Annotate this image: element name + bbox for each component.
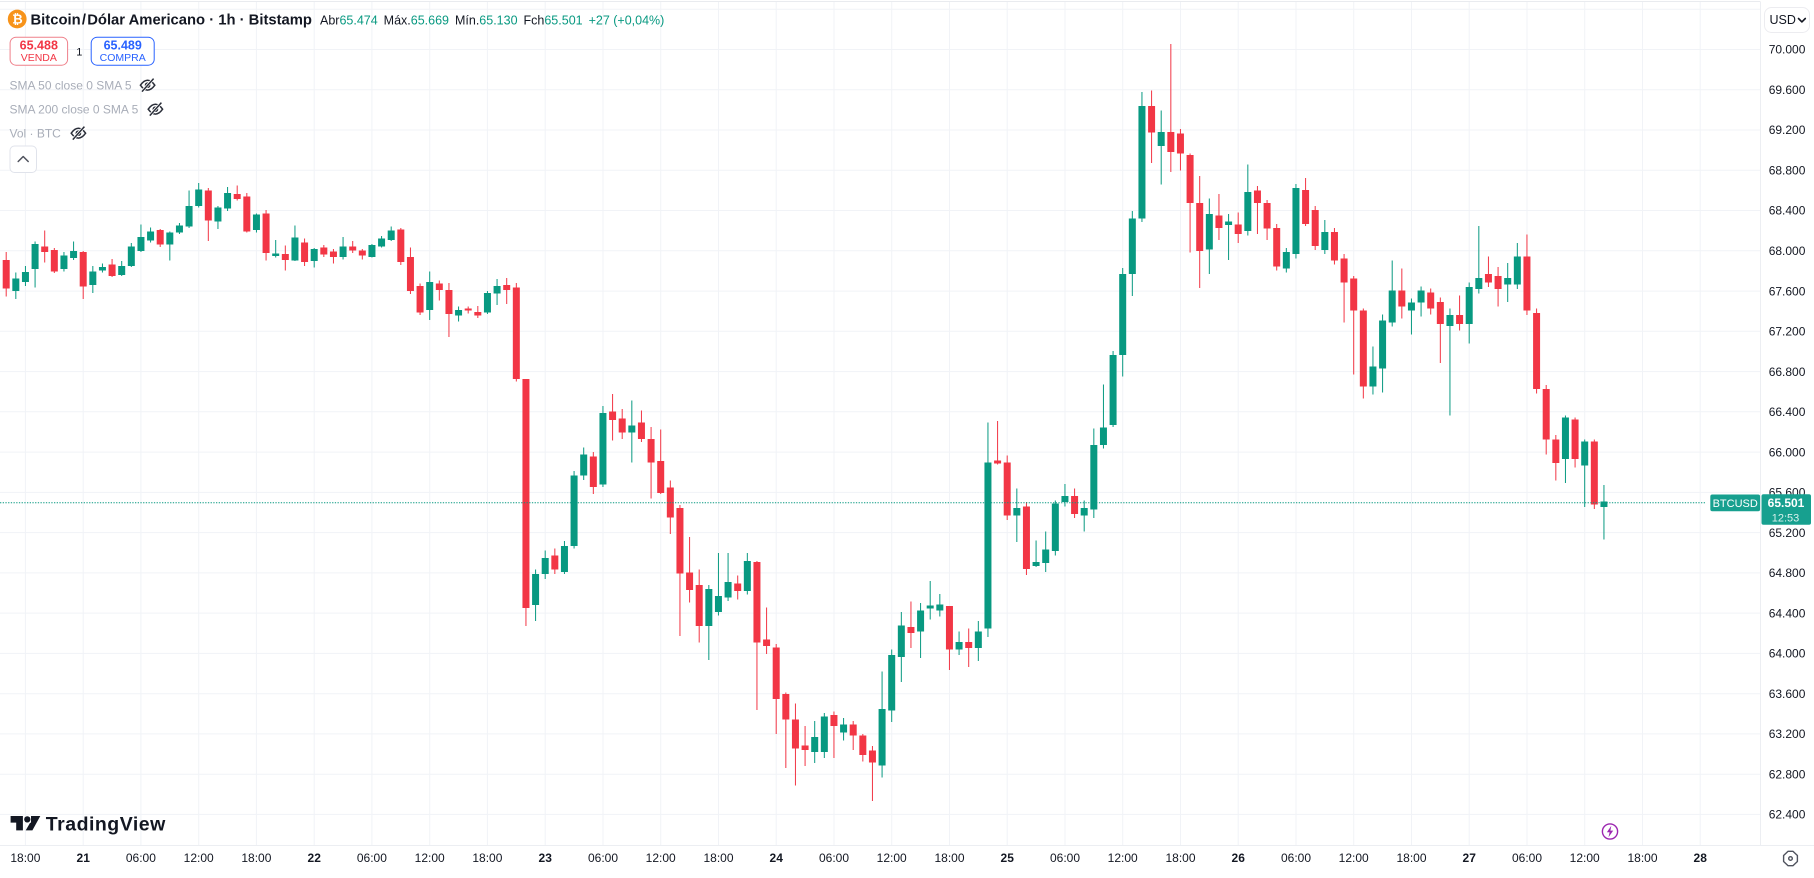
svg-text:18:00: 18:00 [1627,851,1657,865]
svg-text:65.501: 65.501 [1768,496,1805,510]
svg-text:1: 1 [76,47,82,59]
svg-text:64.000: 64.000 [1769,647,1806,661]
svg-text:TradingView: TradingView [46,813,166,835]
svg-text:18:00: 18:00 [241,851,271,865]
svg-text:12:53: 12:53 [1772,512,1800,524]
svg-text:68.800: 68.800 [1769,164,1806,178]
svg-text:12:00: 12:00 [1570,851,1600,865]
svg-text:BTCUSD: BTCUSD [1713,498,1758,510]
svg-text:VENDA: VENDA [21,52,57,64]
svg-text:18:00: 18:00 [1165,851,1195,865]
svg-text:12:00: 12:00 [415,851,445,865]
svg-text:12:00: 12:00 [184,851,214,865]
svg-text:COMPRA: COMPRA [100,52,146,64]
svg-text:06:00: 06:00 [1050,851,1080,865]
svg-text:67.600: 67.600 [1769,284,1806,298]
svg-text:69.200: 69.200 [1769,123,1806,137]
svg-text:22: 22 [308,851,322,865]
svg-text:68.400: 68.400 [1769,204,1806,218]
svg-text:12:00: 12:00 [1108,851,1138,865]
svg-text:62.800: 62.800 [1769,767,1806,781]
svg-text:66.400: 66.400 [1769,405,1806,419]
svg-text:Abr65.474 Máx.65.669 Mín.65.: Abr65.474 Máx.65.669 Mín.65.130 Fch65.50… [320,13,664,27]
svg-text:SMA 50 close 0 SMA 5: SMA 50 close 0 SMA 5 [10,79,132,93]
svg-text:66.800: 66.800 [1769,365,1806,379]
svg-text:12:00: 12:00 [877,851,907,865]
svg-text:65.489: 65.489 [104,38,142,52]
svg-text:65.488: 65.488 [20,38,58,52]
svg-text:68.000: 68.000 [1769,244,1806,258]
svg-text:18:00: 18:00 [472,851,502,865]
svg-text:28: 28 [1694,851,1708,865]
svg-text:63.600: 63.600 [1769,687,1806,701]
svg-text:USD: USD [1770,13,1796,27]
svg-text:23: 23 [539,851,553,865]
svg-text:06:00: 06:00 [1512,851,1542,865]
svg-text:18:00: 18:00 [1396,851,1426,865]
svg-text:18:00: 18:00 [934,851,964,865]
svg-text:27: 27 [1463,851,1477,865]
svg-text:67.200: 67.200 [1769,325,1806,339]
svg-text:62.400: 62.400 [1769,808,1806,822]
svg-text:64.400: 64.400 [1769,606,1806,620]
svg-text:64.800: 64.800 [1769,566,1806,580]
svg-text:18:00: 18:00 [10,851,40,865]
svg-text:06:00: 06:00 [819,851,849,865]
svg-text:66.000: 66.000 [1769,445,1806,459]
svg-text:12:00: 12:00 [646,851,676,865]
svg-text:69.600: 69.600 [1769,83,1806,97]
svg-text:Bitcoin / Dólar Americano · 1h: Bitcoin / Dólar Americano · 1h · Bitstam… [31,13,312,29]
svg-text:24: 24 [770,851,784,865]
svg-text:70.000: 70.000 [1769,43,1806,57]
svg-text:65.200: 65.200 [1769,526,1806,540]
svg-text:21: 21 [77,851,91,865]
svg-text:SMA 200 close 0 SMA 5: SMA 200 close 0 SMA 5 [10,103,139,117]
svg-text:06:00: 06:00 [126,851,156,865]
svg-text:63.200: 63.200 [1769,727,1806,741]
svg-text:12:00: 12:00 [1339,851,1369,865]
svg-text:Vol · BTC: Vol · BTC [10,127,62,141]
svg-text:26: 26 [1232,851,1246,865]
svg-text:18:00: 18:00 [703,851,733,865]
svg-text:06:00: 06:00 [1281,851,1311,865]
svg-text:06:00: 06:00 [588,851,618,865]
svg-text:06:00: 06:00 [357,851,387,865]
svg-text:25: 25 [1001,851,1015,865]
svg-text:₿: ₿ [12,12,23,27]
